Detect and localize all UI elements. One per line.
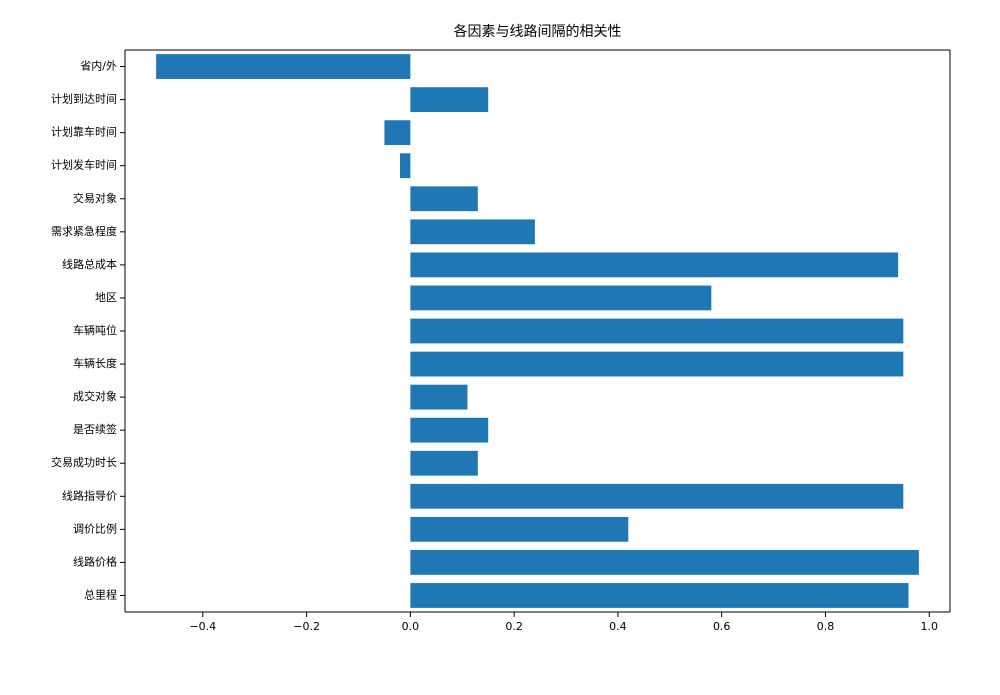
y-tick-label: 计划发车时间 [51,158,117,172]
correlation-barh-chart: 省内/外计划到达时间计划靠车时间计划发车时间交易对象需求紧急程度线路总成本地区车… [0,0,1000,695]
x-tick-label: 0.0 [402,620,420,633]
chart-container: 省内/外计划到达时间计划靠车时间计划发车时间交易对象需求紧急程度线路总成本地区车… [0,0,1000,695]
bar [400,153,410,178]
y-tick-label: 需求紧急程度 [51,224,117,238]
y-tick-label: 成交对象 [73,389,117,403]
bar [410,484,903,509]
x-tick-label: 0.4 [609,620,627,633]
bar [410,319,903,344]
y-tick-label: 线路指导价 [62,488,117,502]
y-tick-label: 交易对象 [73,191,117,205]
bar [410,352,903,377]
bar [410,286,711,311]
y-tick-label: 是否续签 [73,422,117,436]
x-tick-label: −0.2 [293,620,320,633]
bar [410,517,628,542]
y-tick-label: 车辆吨位 [73,323,117,337]
bar [410,186,477,211]
bar [410,219,535,244]
bar [410,583,908,608]
bar [410,87,488,112]
chart-title: 各因素与线路间隔的相关性 [454,24,622,40]
y-tick-label: 交易成功时长 [51,455,117,469]
y-tick-label: 计划到达时间 [51,93,117,106]
y-tick-label: 调价比例 [73,521,117,535]
bar [384,120,410,145]
bar [410,550,918,575]
y-tick-label: 线路总成本 [62,257,117,271]
x-tick-label: 0.6 [713,620,731,633]
x-tick-label: −0.4 [189,620,216,633]
y-tick-label: 计划靠车时间 [51,125,117,139]
bar [410,385,467,410]
y-tick-label: 车辆长度 [73,356,117,370]
bar [410,451,477,476]
x-tick-label: 1.0 [920,620,938,633]
y-tick-label: 总里程 [84,587,117,601]
bar [410,252,898,277]
y-tick-label: 省内/外 [80,59,117,73]
y-tick-label: 线路价格 [73,554,117,568]
bar [410,418,488,443]
x-tick-label: 0.2 [505,620,523,633]
x-tick-label: 0.8 [817,620,835,633]
y-tick-label: 地区 [95,291,117,304]
bar [156,54,410,79]
